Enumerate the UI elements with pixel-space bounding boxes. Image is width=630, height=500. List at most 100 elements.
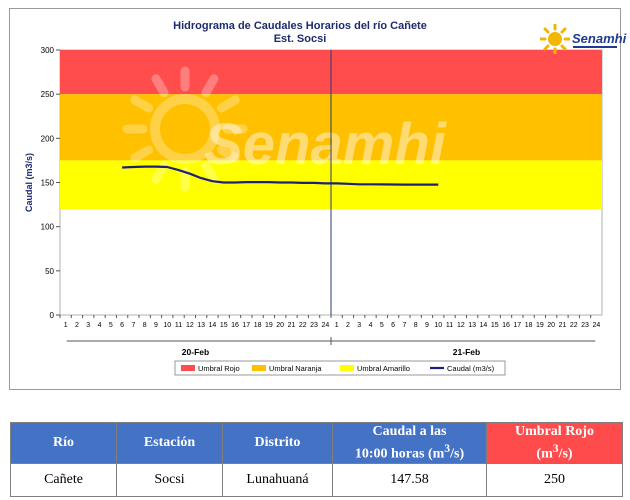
y-tick-label: 200 [41, 134, 55, 143]
x-tick-label: 10 [434, 322, 442, 329]
header-umbral-line1: Umbral Rojo [515, 424, 594, 439]
y-tick-label: 250 [41, 90, 55, 99]
chart-frame: Hidrograma de Caudales Horarios del río … [9, 8, 626, 390]
watermark-sun-ray [201, 160, 219, 184]
x-tick-label: 18 [525, 322, 533, 329]
header-caudal-line1: Caudal a las [372, 424, 447, 439]
watermark-sun-core [150, 94, 220, 164]
x-tick-label: 21 [559, 322, 567, 329]
legend-label: Umbral Amarillo [357, 364, 410, 373]
header-caudal-end: /s) [450, 446, 465, 462]
x-tick-label: 2 [346, 322, 350, 329]
legend-swatch [340, 365, 354, 371]
header-umbral-end: /s) [558, 446, 573, 462]
watermark-sun-ray [130, 145, 154, 163]
y-tick-label: 50 [45, 267, 54, 276]
header-distrito: Distrito [222, 422, 333, 464]
x-tick-label: 6 [120, 322, 124, 329]
y-tick-label: 100 [41, 223, 55, 232]
x-tick-label: 23 [310, 322, 318, 329]
watermark-sun-ray [130, 95, 154, 113]
x-tick-label: 19 [536, 322, 544, 329]
x-tick-label: 11 [446, 322, 453, 329]
x-tick-label: 19 [265, 322, 273, 329]
x-tick-label: 15 [220, 322, 228, 329]
header-caudal-line2: 10:00 horas (m [354, 446, 445, 462]
x-tick-label: 3 [357, 322, 361, 329]
header-rio: Río [10, 422, 117, 464]
header-umbral-sup: 3 [552, 442, 559, 455]
watermark-sun-ray [151, 74, 169, 98]
x-tick-label: 16 [231, 322, 239, 329]
x-tick-label: 5 [109, 322, 113, 329]
x-tick-label: 20 [276, 322, 284, 329]
x-tick-label: 13 [468, 322, 476, 329]
legend-label: Umbral Rojo [198, 364, 240, 373]
x-tick-label: 7 [131, 322, 135, 329]
chart-title: Hidrograma de Caudales Horarios del río … [173, 20, 427, 32]
x-tick-label: 7 [402, 322, 406, 329]
legend-swatch [181, 365, 195, 371]
legend-label: Caudal (m3/s) [447, 364, 495, 373]
cell-estacion: Socsi [116, 462, 223, 497]
series-line-caudal [122, 165, 439, 186]
header-estacion: Estación [116, 422, 223, 464]
y-tick-label: 0 [50, 311, 55, 320]
watermark-text: Senamhi [204, 112, 448, 177]
x-tick-label: 24 [321, 322, 329, 329]
x-tick-label: 17 [242, 322, 250, 329]
x-tick-label: 4 [369, 322, 373, 329]
watermark-sun-ray [216, 95, 240, 113]
x-tick-label: 12 [457, 322, 465, 329]
senamhi-logo: Senamhi [540, 22, 626, 56]
legend-label: Umbral Naranja [269, 364, 322, 373]
x-tick-label: 14 [209, 322, 217, 329]
legend: Umbral Rojo Umbral Naranja Umbral Amarillo… [174, 360, 506, 376]
x-tick-label: 9 [425, 322, 429, 329]
x-tick-label: 2 [75, 322, 79, 329]
y-axis-label: Caudal (m3/s) [24, 153, 34, 212]
header-caudal-sup: 3 [444, 442, 451, 455]
summary-table: Río Estación Distrito Caudal a las 10:00 … [10, 422, 623, 497]
logo-underline [573, 46, 617, 48]
legend-swatch [252, 365, 266, 371]
sun-logo-icon [540, 24, 570, 54]
x-tick-label: 17 [513, 322, 521, 329]
y-tick-label: 300 [41, 46, 55, 55]
day-label: 20-Feb [182, 347, 209, 357]
x-tick-label: 3 [86, 322, 90, 329]
cell-caudal: 147.58 [332, 462, 487, 497]
x-tick-label: 1 [335, 322, 339, 329]
x-tick-label: 4 [98, 322, 102, 329]
watermark-sun-ray [201, 74, 219, 98]
x-tick-label: 22 [299, 322, 307, 329]
header-umbral-rojo: Umbral Rojo (m3/s) [486, 422, 623, 464]
x-tick-label: 13 [197, 322, 205, 329]
table-row: Cañete Socsi Lunahuaná 147.58 250 [10, 462, 623, 497]
header-umbral-line2: (m [536, 446, 553, 462]
x-tick-label: 6 [391, 322, 395, 329]
x-tick-label: 12 [186, 322, 194, 329]
x-tick-label: 8 [143, 322, 147, 329]
cell-distrito: Lunahuaná [222, 462, 333, 497]
day-label: 21-Feb [453, 347, 480, 357]
x-tick-label: 14 [480, 322, 488, 329]
x-tick-label: 15 [491, 322, 499, 329]
logo-text: Senamhi [572, 31, 627, 46]
x-tick-label: 18 [254, 322, 262, 329]
x-tick-label: 1 [64, 322, 68, 329]
cell-rio: Cañete [10, 462, 117, 497]
x-tick-label: 16 [502, 322, 510, 329]
x-tick-label: 9 [154, 322, 158, 329]
chart-subtitle: Est. Socsi [274, 33, 327, 45]
x-tick-label: 20 [547, 322, 555, 329]
watermark-sun-ray [216, 145, 240, 163]
watermark-sun-icon [122, 66, 248, 192]
x-tick-label: 21 [288, 322, 296, 329]
x-tick-label: 5 [380, 322, 384, 329]
x-tick-label: 24 [592, 322, 600, 329]
header-caudal: Caudal a las 10:00 horas (m3/s) [332, 422, 487, 464]
x-tick-label: 11 [175, 322, 182, 329]
x-tick-label: 23 [581, 322, 589, 329]
table-header-row: Río Estación Distrito Caudal a las 10:00 … [10, 422, 623, 464]
